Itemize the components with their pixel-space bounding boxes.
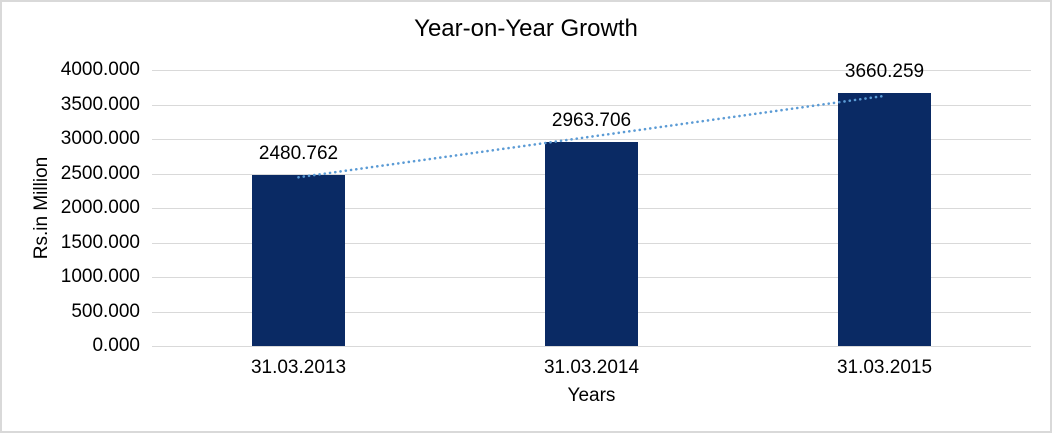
y-tick-label: 500.000 [71, 300, 140, 322]
y-tick-label: 4000.000 [60, 59, 140, 80]
y-tick-label: 1000.000 [60, 266, 140, 287]
bar-data-label: 3660.259 [844, 61, 925, 83]
y-tick-label: 2000.000 [60, 197, 140, 218]
x-tick-label: 31.03.2013 [250, 357, 347, 378]
y-tick-label: 3500.000 [60, 93, 140, 115]
x-axis-title: Years [567, 385, 616, 406]
x-tick-label: 31.03.2015 [836, 357, 933, 378]
bar [838, 93, 931, 346]
gridline [152, 346, 1031, 347]
chart-title: Year-on-Year Growth [414, 15, 638, 42]
x-tick-label: 31.03.2014 [543, 357, 640, 378]
y-tick-label: 1500.000 [60, 231, 140, 253]
bar [252, 174, 345, 346]
gridline [152, 139, 1031, 140]
trendline [297, 94, 886, 179]
y-tick-label: 0.000 [92, 335, 140, 356]
gridline [152, 104, 1031, 106]
y-tick-label: 3000.000 [60, 128, 140, 149]
bar [545, 141, 638, 346]
bar-data-label: 2480.762 [258, 142, 339, 164]
bar-data-label: 2963.706 [551, 109, 632, 131]
y-tick-label: 2500.000 [60, 162, 140, 184]
gridline [152, 70, 1031, 71]
